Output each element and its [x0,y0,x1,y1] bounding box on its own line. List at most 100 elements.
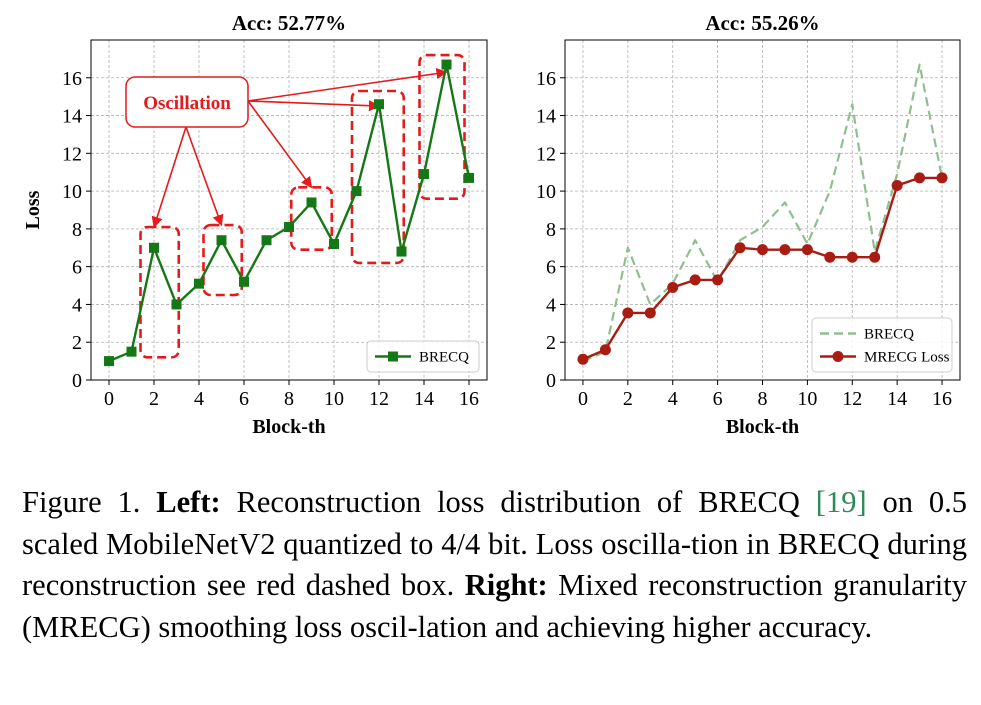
x-tick-label: 4 [194,388,204,410]
y-tick-label: 10 [62,181,82,203]
y-axis-label: Loss [22,190,44,229]
data-point-circle [689,274,701,286]
oscillation-box [350,89,406,265]
oscillation-arrow [247,100,381,112]
data-point-circle [577,353,589,365]
caption-part2: on 0.5 scaled MobileNetV2 quantized to 4… [22,485,968,602]
x-tick-label: 10 [797,388,817,410]
data-point-square [194,278,204,289]
data-point-circle [891,179,903,191]
oscillation-arrow [185,126,224,227]
legend-box [366,340,480,373]
data-point-square [261,235,272,246]
y-tick-label: 8 [72,219,82,241]
caption-figure-number: Figure 1. [22,485,141,519]
data-point-square [374,99,384,110]
y-tick-label: 2 [546,332,556,354]
data-point-circle [599,344,611,356]
y-tick-label: 4 [546,294,556,316]
figure-charts: Oscillation 0 2 4 6 8 10 12 14 16 0 2 4 6 8 10 12 14 16 Acc… [22,11,961,438]
caption-right-label: Right: [464,568,548,602]
x-axis-label: Block-th [726,416,799,438]
data-point-square [239,276,249,287]
data-point-square [419,169,429,180]
y-tick-label: 6 [546,257,556,279]
oscillation-box [202,223,244,297]
legend-marker [832,351,844,362]
oscillation-box [289,186,334,251]
y-tick-label: 16 [62,68,82,90]
oscillation-arrow [247,100,313,189]
x-tick-label: 10 [324,388,344,410]
oscillation-box [139,225,181,359]
y-tick-label: 0 [546,370,556,392]
data-point-square [149,242,159,253]
x-tick-label: 6 [713,388,723,410]
data-point-circle [914,172,926,184]
figure-caption: Figure 1. Left: Reconstruction loss dist… [22,482,967,648]
data-point-circle [644,307,656,319]
y-tick-label: 8 [546,219,556,241]
y-tick-label: 12 [62,143,82,165]
x-tick-label: 8 [284,388,294,410]
caption-part1: Reconstruction loss distribution of BREC… [236,485,800,519]
data-point-circle [667,281,679,293]
oscillation-arrow [151,126,187,229]
x-tick-label: 16 [459,388,479,410]
x-tick-label: 0 [578,388,588,410]
x-tick-label: 4 [668,388,678,410]
data-point-square [396,246,407,257]
x-tick-label: 16 [932,388,952,410]
oscillation-arrow [247,68,448,102]
legend-label: BRECQ [864,327,914,343]
left-chart: Oscillation 0 2 4 6 8 10 12 14 16 0 2 4 6 8 10 12 14 16 Acc… [22,11,488,438]
y-tick-label: 2 [72,332,82,354]
data-point-square [441,59,452,70]
data-point-circle [936,172,948,184]
y-tick-label: 16 [536,68,556,90]
data-point-circle [801,244,813,256]
data-point-circle [712,274,724,286]
data-point-square [306,197,317,208]
y-tick-label: 14 [536,106,556,128]
x-tick-label: 14 [414,388,434,410]
x-tick-label: 0 [104,388,114,410]
data-point-square [216,235,227,246]
x-tick-label: 12 [842,388,862,410]
caption-part3: Mixed reconstruction granularity (MRECG)… [22,568,967,644]
y-tick-label: 12 [536,143,556,165]
y-tick-label: 0 [72,370,82,392]
data-point-square [126,346,137,357]
legend-box [811,317,953,373]
y-tick-label: 14 [62,106,82,128]
data-point-circle [846,251,858,263]
y-tick-label: 10 [536,181,556,203]
data-point-square [171,299,182,310]
legend-marker [388,351,398,362]
data-point-square [464,172,474,183]
legend-label: MRECG Loss [864,350,950,366]
data-point-circle [622,307,634,319]
right-chart: 0 2 4 6 8 10 12 14 16 0 2 4 6 8 10 12 14 16 Acc: 55.26% Blo… [536,11,961,438]
data-point-square [104,356,114,367]
x-tick-label: 2 [623,388,633,410]
x-tick-label: 2 [149,388,159,410]
x-tick-label: 6 [239,388,249,410]
data-point-square [329,239,339,249]
x-tick-label: 8 [758,388,768,410]
x-tick-label: 12 [369,388,389,410]
chart-title: Acc: 55.26% [705,11,819,35]
data-point-circle [869,251,881,263]
series-line-brecq [582,63,944,363]
legend: BRECQ [366,340,480,373]
legend: BRECQ MRECG Loss [811,317,953,373]
legend-label: BRECQ [419,350,469,366]
data-point-square [351,186,362,197]
chart-title: Acc: 52.77% [232,11,346,35]
caption-left-label: Left: [156,485,221,519]
x-tick-label: 14 [887,388,907,410]
oscillation-label: Oscillation [143,93,231,114]
caption-citation[interactable]: [19] [815,485,867,519]
data-point-circle [824,251,836,263]
data-point-circle [757,244,768,256]
